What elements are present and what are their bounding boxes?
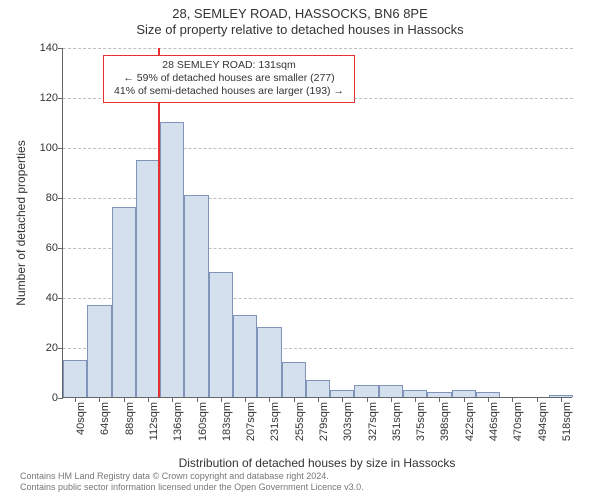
y-tick-label: 20: [18, 343, 58, 353]
x-tick-label: 446sqm: [488, 402, 500, 462]
annotation-box: 28 SEMLEY ROAD: 131sqm← 59% of detached …: [103, 55, 355, 103]
histogram-bar: [184, 195, 208, 398]
y-tick-mark: [58, 48, 63, 49]
histogram-bar: [136, 160, 160, 398]
y-tick-mark: [58, 348, 63, 349]
x-tick-label: 207sqm: [245, 402, 257, 462]
y-tick-mark: [58, 98, 63, 99]
histogram-bar: [306, 380, 330, 398]
plot-region: 02040608010012014040sqm64sqm88sqm112sqm1…: [62, 48, 572, 398]
annotation-line: ← 59% of detached houses are smaller (27…: [110, 72, 348, 85]
histogram-bar: [112, 207, 136, 397]
histogram-bar: [209, 272, 233, 397]
histogram-bar: [87, 305, 111, 398]
grid-line: [63, 48, 573, 49]
x-tick-label: 183sqm: [221, 402, 233, 462]
y-tick-mark: [58, 298, 63, 299]
y-tick-label: 0: [18, 393, 58, 403]
page-subtitle: Size of property relative to detached ho…: [0, 22, 600, 38]
x-tick-label: 160sqm: [197, 402, 209, 462]
x-tick-label: 40sqm: [75, 402, 87, 462]
histogram-bar: [257, 327, 281, 397]
x-tick-label: 351sqm: [391, 402, 403, 462]
y-tick-label: 100: [18, 143, 58, 153]
x-tick-label: 375sqm: [415, 402, 427, 462]
y-tick-mark: [58, 148, 63, 149]
x-tick-label: 136sqm: [172, 402, 184, 462]
x-tick-label: 64sqm: [99, 402, 111, 462]
x-axis-label: Distribution of detached houses by size …: [62, 456, 572, 470]
x-tick-label: 112sqm: [148, 402, 160, 462]
grid-line: [63, 148, 573, 149]
x-tick-label: 518sqm: [561, 402, 573, 462]
annotation-line: 28 SEMLEY ROAD: 131sqm: [110, 59, 348, 72]
y-tick-label: 40: [18, 293, 58, 303]
y-tick-label: 80: [18, 193, 58, 203]
x-tick-label: 398sqm: [439, 402, 451, 462]
y-tick-label: 120: [18, 93, 58, 103]
histogram-bar: [63, 360, 87, 398]
histogram-bar: [233, 315, 257, 398]
x-tick-label: 255sqm: [294, 402, 306, 462]
y-tick-mark: [58, 198, 63, 199]
footer-line-1: Contains HM Land Registry data © Crown c…: [20, 471, 364, 483]
y-tick-mark: [58, 398, 63, 399]
chart-area: 02040608010012014040sqm64sqm88sqm112sqm1…: [62, 48, 572, 398]
page: 28, SEMLEY ROAD, HASSOCKS, BN6 8PE Size …: [0, 0, 600, 500]
page-address: 28, SEMLEY ROAD, HASSOCKS, BN6 8PE: [0, 6, 600, 22]
histogram-bar: [452, 390, 476, 398]
y-tick-mark: [58, 248, 63, 249]
histogram-bar: [160, 122, 184, 397]
histogram-bar: [330, 390, 354, 398]
histogram-bar: [379, 385, 403, 398]
x-tick-label: 327sqm: [367, 402, 379, 462]
x-tick-label: 88sqm: [124, 402, 136, 462]
x-tick-label: 279sqm: [318, 402, 330, 462]
x-tick-label: 231sqm: [269, 402, 281, 462]
histogram-bar: [282, 362, 306, 397]
x-tick-label: 494sqm: [537, 402, 549, 462]
histogram-bar: [354, 385, 378, 398]
x-tick-label: 422sqm: [464, 402, 476, 462]
footer-line-2: Contains public sector information licen…: [20, 482, 364, 494]
x-tick-label: 470sqm: [512, 402, 524, 462]
y-tick-label: 60: [18, 243, 58, 253]
footer: Contains HM Land Registry data © Crown c…: [20, 471, 364, 494]
histogram-bar: [403, 390, 427, 398]
x-tick-label: 303sqm: [342, 402, 354, 462]
annotation-line: 41% of semi-detached houses are larger (…: [110, 85, 348, 98]
y-tick-label: 140: [18, 43, 58, 53]
title-block: 28, SEMLEY ROAD, HASSOCKS, BN6 8PE Size …: [0, 0, 600, 37]
